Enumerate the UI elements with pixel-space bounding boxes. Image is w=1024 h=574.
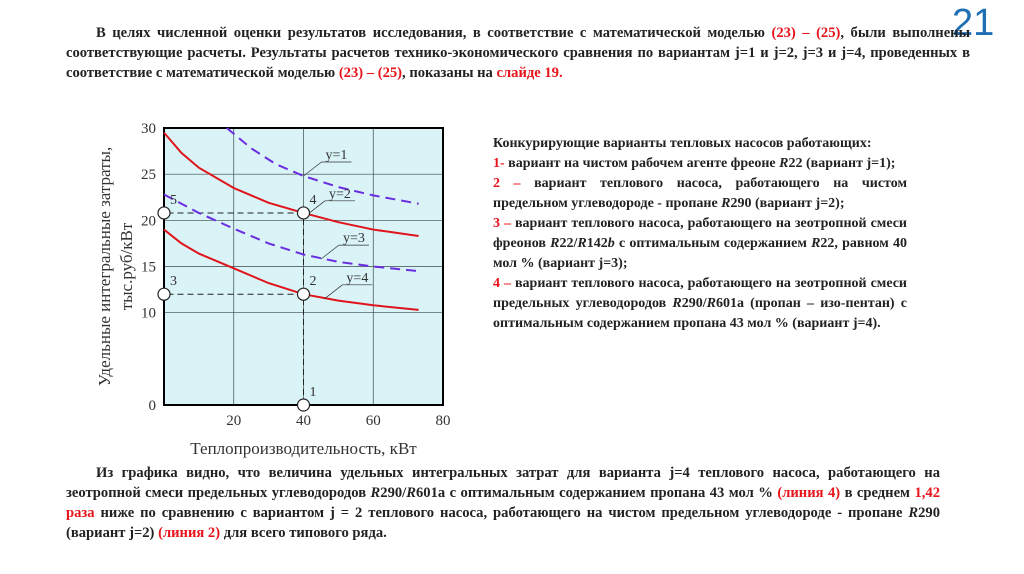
text-segment: 4 – [493, 276, 511, 291]
point-label: 1 [310, 385, 317, 400]
conclusion-paragraph: Из графика видно, что величина удельных … [66, 463, 940, 543]
point-label: 3 [170, 274, 177, 289]
text-segment: Конкурирующие варианты тепловых насосов … [493, 136, 872, 151]
variant-item: 3 – вариант теплового насоса, работающег… [493, 214, 907, 274]
text-segment: 601a с оптимальным содержанием пропана 4… [415, 485, 778, 501]
series-line-4 [163, 228, 419, 311]
text-segment: вариант теплового насоса, работающего на… [493, 276, 907, 311]
point-marker [296, 287, 311, 301]
cost-chart: 20 40 60 8001015202530Теплопроизводительнос… [95, 121, 451, 458]
x-axis-label: Теплопроизводительность, кВт [190, 439, 417, 458]
series-leader [320, 244, 340, 260]
text-segment: 142 [586, 236, 608, 251]
point-label: 5 [170, 193, 177, 208]
series-label: y=1 [326, 148, 348, 163]
text-segment: для всего типового ряда. [220, 525, 387, 541]
text-segment: , были выполнены соответствующие расчеты… [66, 25, 970, 81]
text-segment: R [370, 485, 381, 501]
x-tick-label: 20 [226, 413, 241, 429]
text-segment: R [908, 505, 919, 521]
text-segment: 290 (вариант j=2); [730, 196, 845, 211]
intro-paragraph: В целях численной оценки результатов исс… [66, 23, 970, 83]
text-segment: Из графика видно, что величина удельных … [66, 465, 940, 501]
series-line-3 [163, 193, 419, 273]
y-axis-label: тыс.руб/кВт [117, 222, 136, 310]
text-segment: R [706, 296, 716, 311]
text-segment: слайде 19. [496, 65, 563, 81]
text-segment: R [779, 156, 789, 171]
text-segment: вариант на чистом рабочем агенте фреоне [504, 156, 780, 171]
series-label: y=4 [346, 271, 368, 286]
text-segment: 22/ [559, 236, 578, 251]
y-axis-label: Удельные интегральные затраты, [95, 147, 114, 386]
series-leader [303, 161, 322, 177]
y-tick-label: 20 [141, 213, 156, 229]
text-segment: R [577, 236, 587, 251]
text-segment: R [406, 485, 416, 501]
text-segment: (линия 4) [777, 485, 841, 501]
series-label: y=2 [329, 187, 351, 202]
x-tick-label: 80 [436, 413, 451, 429]
x-tick-label: 40 [296, 413, 311, 429]
series-line-2 [163, 131, 419, 238]
text-segment: (23) – (25) [338, 65, 403, 81]
text-segment: ниже по сравнению с вариантом j = 2 тепл… [94, 505, 909, 521]
text-segment: вариант теплового насоса, работающего на… [493, 176, 907, 211]
variants-list: Конкурирующие варианты тепловых насосов … [493, 134, 907, 334]
point-marker [296, 398, 311, 412]
text-segment: 290/ [681, 296, 707, 311]
text-segment: 3 – [493, 216, 511, 231]
text-segment: (23) – (25) [771, 25, 841, 41]
text-segment: 601a (пропан – изо-пентан) с оптимальным… [493, 296, 908, 331]
y-tick-label: 15 [141, 260, 156, 276]
text-segment: 2 – [493, 176, 521, 191]
text-segment: (линия 2) [158, 525, 221, 541]
text-segment: , показаны на [402, 65, 497, 81]
text-segment: с оптимальным содержанием [614, 236, 812, 251]
series-line-1 [226, 127, 419, 205]
variant-item: 1- вариант на чистом рабочем агенте фрео… [493, 154, 907, 174]
text-segment: в среднем [840, 485, 915, 501]
series-leader [324, 284, 343, 300]
text-segment: R [550, 236, 560, 251]
variant-item: 4 – вариант теплового насоса, работающег… [493, 274, 907, 334]
point-label: 2 [310, 274, 317, 289]
point-marker [157, 206, 171, 220]
text-segment: 1- [493, 156, 505, 171]
text-segment: R [672, 296, 682, 311]
point-marker [157, 287, 171, 301]
variant-item: Конкурирующие варианты тепловых насосов … [493, 134, 907, 154]
text-segment: R [811, 236, 821, 251]
y-tick-label: 25 [141, 167, 156, 183]
series-label: y=3 [343, 231, 365, 246]
text-segment: 290 (вариант j=2) [66, 505, 940, 541]
slide-number: 21 [952, 2, 995, 44]
text-segment: 22 (вариант j=1); [788, 156, 896, 171]
point-marker [296, 206, 311, 220]
text-segment: b [607, 236, 615, 251]
text-segment: 22, равном 40 мол % (вариант j=3); [493, 236, 907, 271]
x-tick-label: 60 [366, 413, 381, 429]
text-segment: вариант теплового насоса, работающего на… [493, 216, 907, 251]
text-segment: 1,42 раза [66, 485, 940, 521]
variant-item: 2 – вариант теплового насоса, работающег… [493, 174, 907, 214]
text-segment: В целях численной оценки результатов исс… [96, 25, 772, 41]
y-tick-label: 30 [141, 121, 156, 137]
y-tick-label: 10 [141, 306, 156, 322]
point-label: 4 [310, 193, 317, 208]
y-tick-label: 0 [149, 398, 157, 414]
text-segment: 290/ [380, 485, 407, 501]
text-segment: R [721, 196, 731, 211]
